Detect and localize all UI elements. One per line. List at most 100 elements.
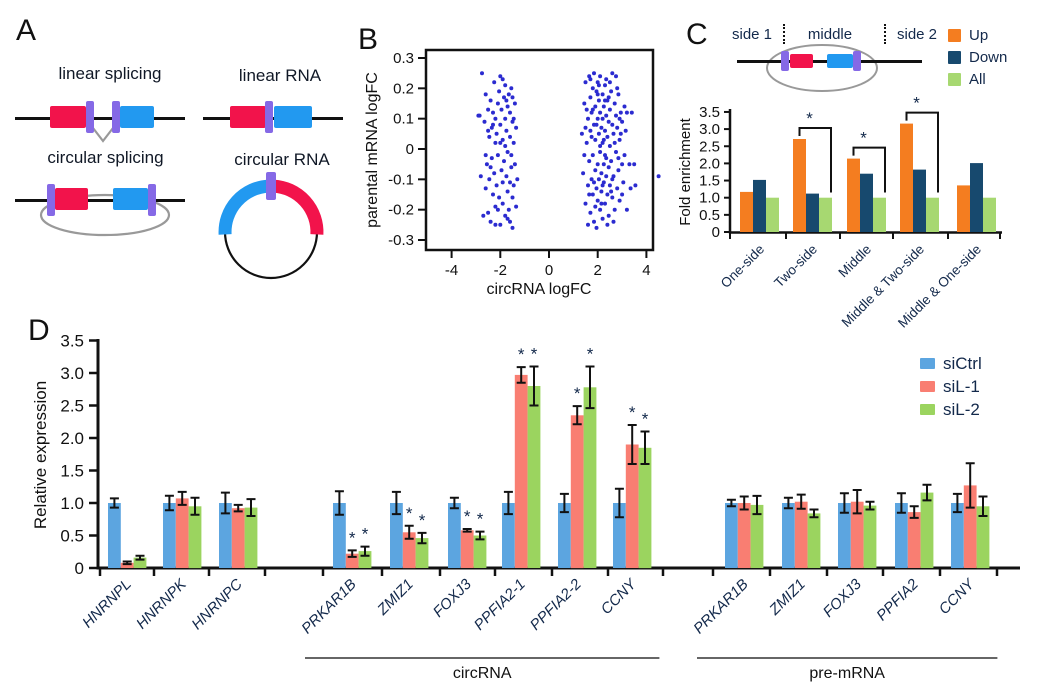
scatter-point [582,153,587,158]
error-bar [529,365,539,407]
scatter-point [489,156,494,161]
gene-label: FOXJ3 [820,575,865,620]
legend-swatch-up [948,28,961,42]
legend-label-sil2: siL-2 [943,399,980,419]
bar-up [900,123,913,232]
scatter-point [616,92,621,97]
bar-siL-1 [514,374,528,568]
gene-backbone-line [15,199,185,202]
scatter-point [610,195,615,200]
scatter-plot-circrna-vs-mrna: 0.3 0.2 0.1 0 -0.1 -0.2 -0.3 -4 -2 0 2 4 circRNA log… [364,48,661,298]
bar-siL-2 [473,535,487,568]
tick-label: 0.1 [393,111,414,128]
tick-label: 1.0 [60,494,84,513]
bar-up [793,139,806,232]
scatter-point [498,222,503,227]
tick-label: 1.0 [699,190,720,207]
scatter-point [594,225,599,230]
scatter-point [502,159,506,164]
scatter-point [590,86,595,91]
bar-siCtrl [448,503,461,568]
scatter-point [629,110,634,115]
scatter-point [610,71,615,76]
exon-box-red [790,54,813,68]
significance-star: * [464,507,471,526]
scatter-point [512,162,517,167]
error-bar [246,498,256,517]
scatter-point [605,192,610,197]
scatter-point [616,168,621,173]
exon-box-red [50,106,86,128]
bar-all [983,197,996,232]
exon-box-blue [827,54,853,68]
bar-down [913,169,926,232]
scatter-point [489,125,494,130]
error-bar [839,492,849,514]
legend-swatch-sil1 [920,381,935,392]
bar-down [970,163,983,232]
error-bar [572,405,582,426]
legend-item-up: Up [948,24,1007,46]
scatter-point [498,74,503,79]
scatter-point [502,95,506,100]
scatter-point [617,116,622,121]
scatter-point [491,192,495,197]
legend-item-down: Down [948,46,1007,68]
error-bar [475,530,485,541]
scatter-point [508,219,512,224]
error-bar [865,500,875,511]
scatter-point [505,150,510,154]
scatter-point [618,110,623,115]
scatter-point [491,122,495,127]
scatter-point [595,162,600,167]
bar-siL-1 [963,485,977,568]
scatter-point [511,116,516,121]
error-bar [852,489,862,515]
error-bar [404,524,414,540]
scatter-point [620,192,625,197]
scatter-point [598,144,603,148]
gene-label: PRKAR1B [298,576,360,638]
significance-star: * [362,525,369,544]
dotted-divider-icon [783,24,785,44]
exon-box-blue [113,188,148,210]
tick-label: 0 [75,559,84,578]
scatter-point [593,168,598,173]
gene-backbone-line [15,117,185,120]
gene-label: PPFIA2-2 [527,575,585,633]
scatter-point [604,156,609,161]
tick-label: 0.2 [393,80,414,97]
scatter-point [509,165,514,170]
scatter-point [499,107,504,112]
scatter-point [495,101,500,106]
scatter-point [515,177,520,182]
scatter-point [586,116,590,121]
scatter-point [600,216,605,221]
scatter-point [512,101,517,106]
scatter-point [514,204,519,209]
section-label: circRNA [453,665,512,682]
scatter-point [582,101,587,106]
scatter-point [596,131,601,136]
scatter-point [589,134,594,139]
error-bar [965,462,975,509]
significance-star: * [406,504,413,523]
scatter-point [600,116,605,121]
scatter-point [482,119,487,124]
scatter-point [624,110,629,115]
scatter-point [492,171,497,176]
scatter-point [610,122,615,127]
gene-label: HNRNPK [133,575,191,633]
scatter-point [620,162,625,167]
side2-label: side 2 [896,26,938,43]
error-bar [462,528,472,533]
tick-label: 3.5 [699,104,720,121]
tick-label: 4 [642,262,650,279]
bar-siL-1 [737,503,751,568]
scatter-point [607,80,612,85]
scatter-point [480,71,484,76]
scatter-point [598,74,603,79]
scatter-point [627,162,632,167]
scatter-point [494,183,499,188]
significance-bracket [798,127,832,193]
